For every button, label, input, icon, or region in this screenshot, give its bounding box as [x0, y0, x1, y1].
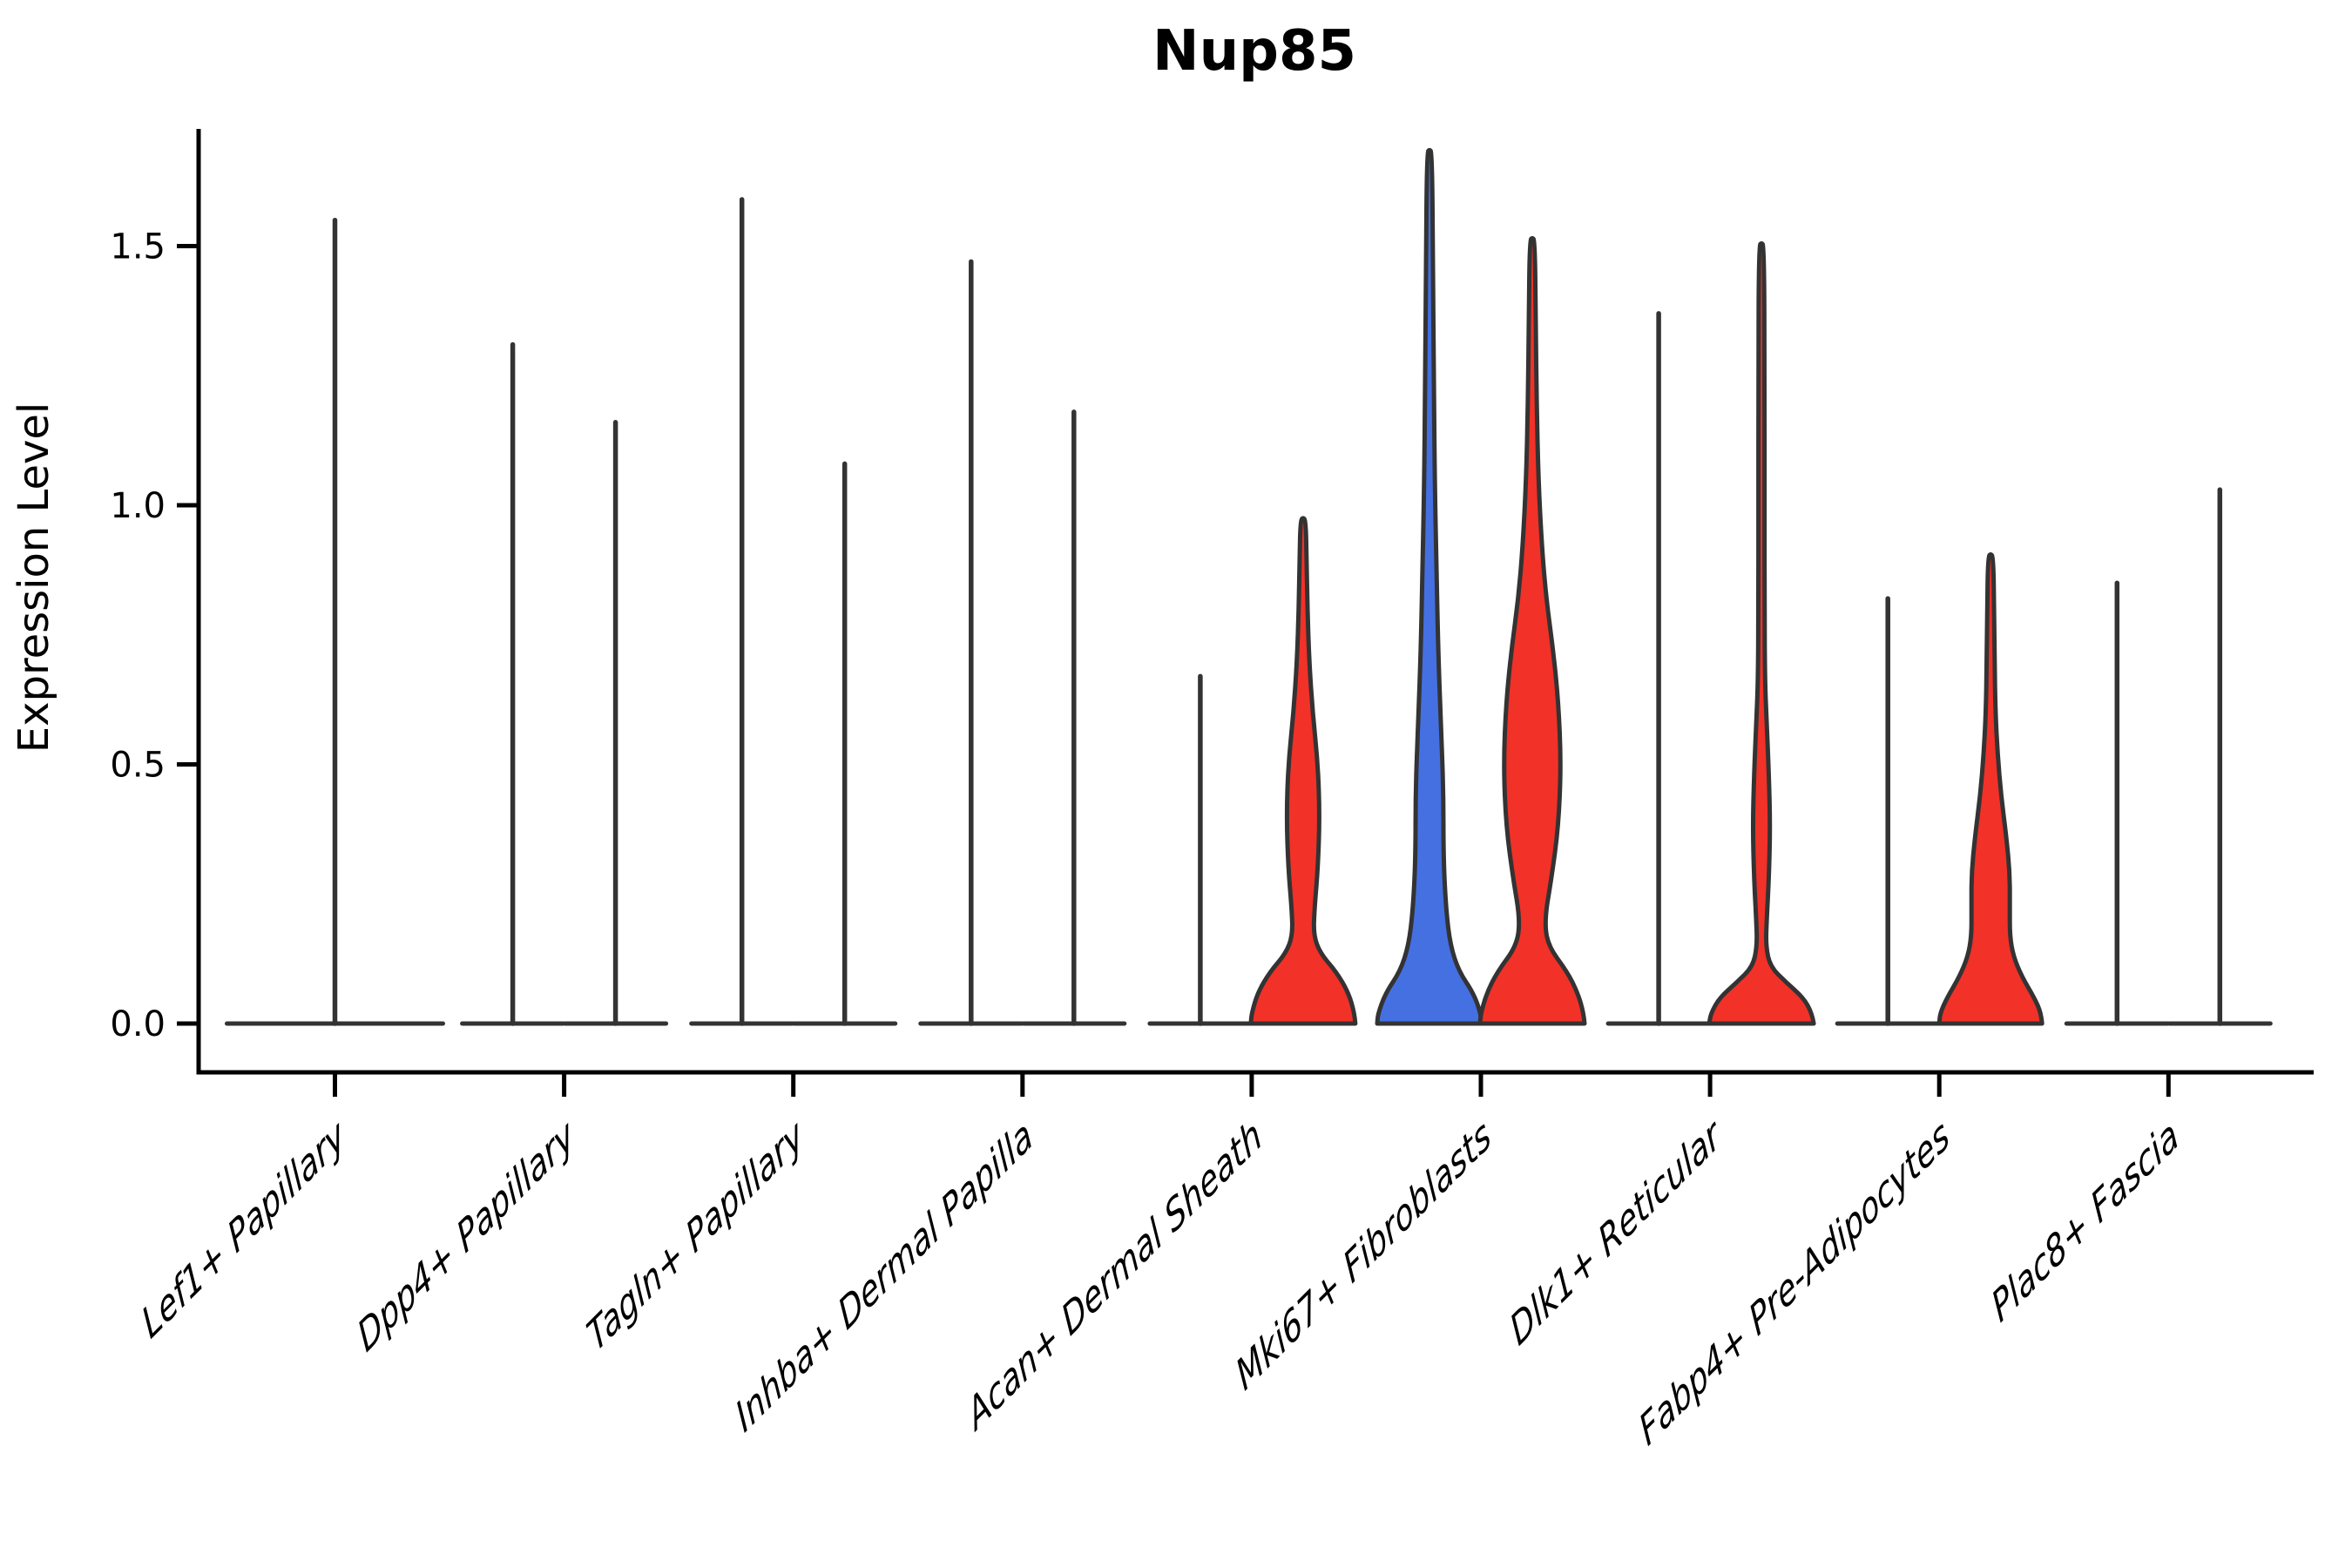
x-axis-ticks: Lef1+ Papillary Dpp4+ Papillary Tagln+ Pap… — [136, 1072, 2185, 1456]
violin-density-blue — [1375, 147, 1484, 1026]
chart-title: Nup85 — [1152, 19, 1356, 84]
violin-group — [460, 341, 669, 1026]
violin-group — [918, 259, 1127, 1026]
x-tick-label: Lef1+ Papillary — [136, 1109, 352, 1349]
y-tick-label: 1.5 — [110, 227, 166, 267]
violin-group — [1605, 241, 1816, 1026]
violin-density-red — [1936, 552, 2044, 1026]
violin-group — [689, 197, 898, 1026]
x-tick-label: Plac8+ Fascia — [1986, 1110, 2185, 1333]
violin-group — [1835, 552, 2044, 1026]
violin-density-red — [1477, 236, 1587, 1026]
y-axis-ticks: 0.0 0.5 1.0 1.5 — [110, 227, 199, 1044]
x-tick-label: Dlk1+ Reticular — [1504, 1108, 1728, 1356]
x-tick-label: Mki67+ Fibroblasts — [1230, 1110, 1497, 1401]
x-tick-label: Tagln+ Papillary — [581, 1109, 810, 1362]
violin-group — [1147, 516, 1358, 1026]
violin-group — [2064, 487, 2273, 1026]
violin-density-red — [1707, 241, 1816, 1026]
violin-group — [1375, 147, 1587, 1026]
y-tick-label: 1.0 — [110, 486, 166, 526]
y-axis-label: Expression Level — [10, 402, 58, 754]
violins-layer — [225, 147, 2273, 1026]
x-tick-label: Dpp4+ Papillary — [352, 1109, 581, 1362]
y-tick-label: 0.5 — [110, 746, 166, 786]
violin-group — [225, 218, 445, 1026]
violin-density-red — [1248, 516, 1358, 1026]
y-tick-label: 0.0 — [110, 1004, 166, 1044]
